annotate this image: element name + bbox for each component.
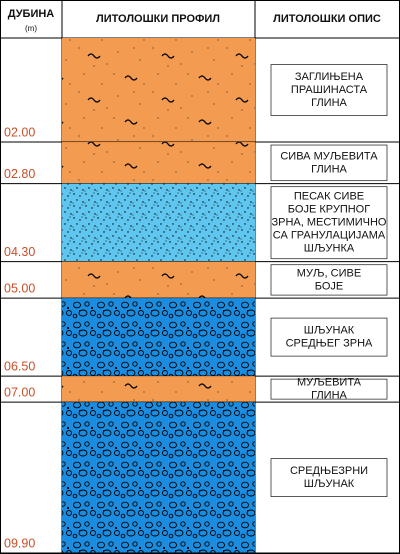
depth-label: 09.90 [4, 536, 35, 550]
description-line: СИВА МУЉЕВИТА [280, 150, 378, 162]
header-unit: (m) [25, 24, 37, 33]
description-line: СА ГРАНУЛАЦИЈАМА [273, 230, 386, 242]
description-line: СРЕДЊЕГ ЗРНА [286, 338, 373, 350]
description-box [270, 264, 388, 296]
description-line: ШЉУНКА [304, 243, 355, 255]
description-line: МУЉЕВИТА [297, 377, 362, 389]
layer-pattern [62, 38, 255, 143]
description-line: ПЕСАК СИВЕ [294, 191, 364, 203]
description-line: МУЉ, СИВЕ [297, 267, 361, 279]
description-box [270, 144, 388, 182]
layer-pattern [62, 261, 255, 299]
description-line: ПРАШИНАСТА [291, 84, 368, 96]
description-line: ШЉУНАК [304, 325, 355, 337]
description-box [270, 64, 388, 116]
layer-pattern [62, 402, 255, 553]
layer-pattern [62, 142, 255, 184]
layer-pattern [62, 183, 255, 262]
description-box [270, 317, 388, 357]
description-line: БОЈЕ [315, 280, 344, 292]
layer-pattern [62, 376, 255, 403]
header-depth: ДУБИНА [8, 8, 55, 20]
layer-pattern [62, 298, 255, 377]
description-box [270, 378, 388, 400]
description-line: ГЛИНА [311, 97, 347, 109]
depth-label: 07.00 [4, 385, 35, 399]
description-line: ЗАГЛИЊЕНА [295, 71, 364, 83]
description-line: ЗРНА, МЕСТИМИЧНО [272, 217, 387, 229]
header-description: ЛИТОЛОШКИ ОПИС [273, 13, 381, 25]
depth-label: 05.00 [4, 281, 35, 295]
header-profile: ЛИТОЛОШКИ ПРОФИЛ [96, 13, 220, 25]
description-line: ГЛИНА [311, 163, 347, 175]
description-line: ГЛИНА [311, 390, 347, 402]
description-line: ШЉУНАК [304, 478, 355, 490]
depth-label: 02.00 [4, 125, 35, 139]
depth-label: 02.80 [4, 167, 35, 181]
description-line: СРЕДЊЕЗРНИ [290, 465, 368, 477]
depth-label: 04.30 [4, 245, 35, 259]
description-line: БОЈЕ КРУПНОГ [288, 204, 370, 216]
description-box [270, 458, 388, 497]
depth-label: 06.50 [4, 359, 35, 373]
description-box [270, 186, 388, 260]
